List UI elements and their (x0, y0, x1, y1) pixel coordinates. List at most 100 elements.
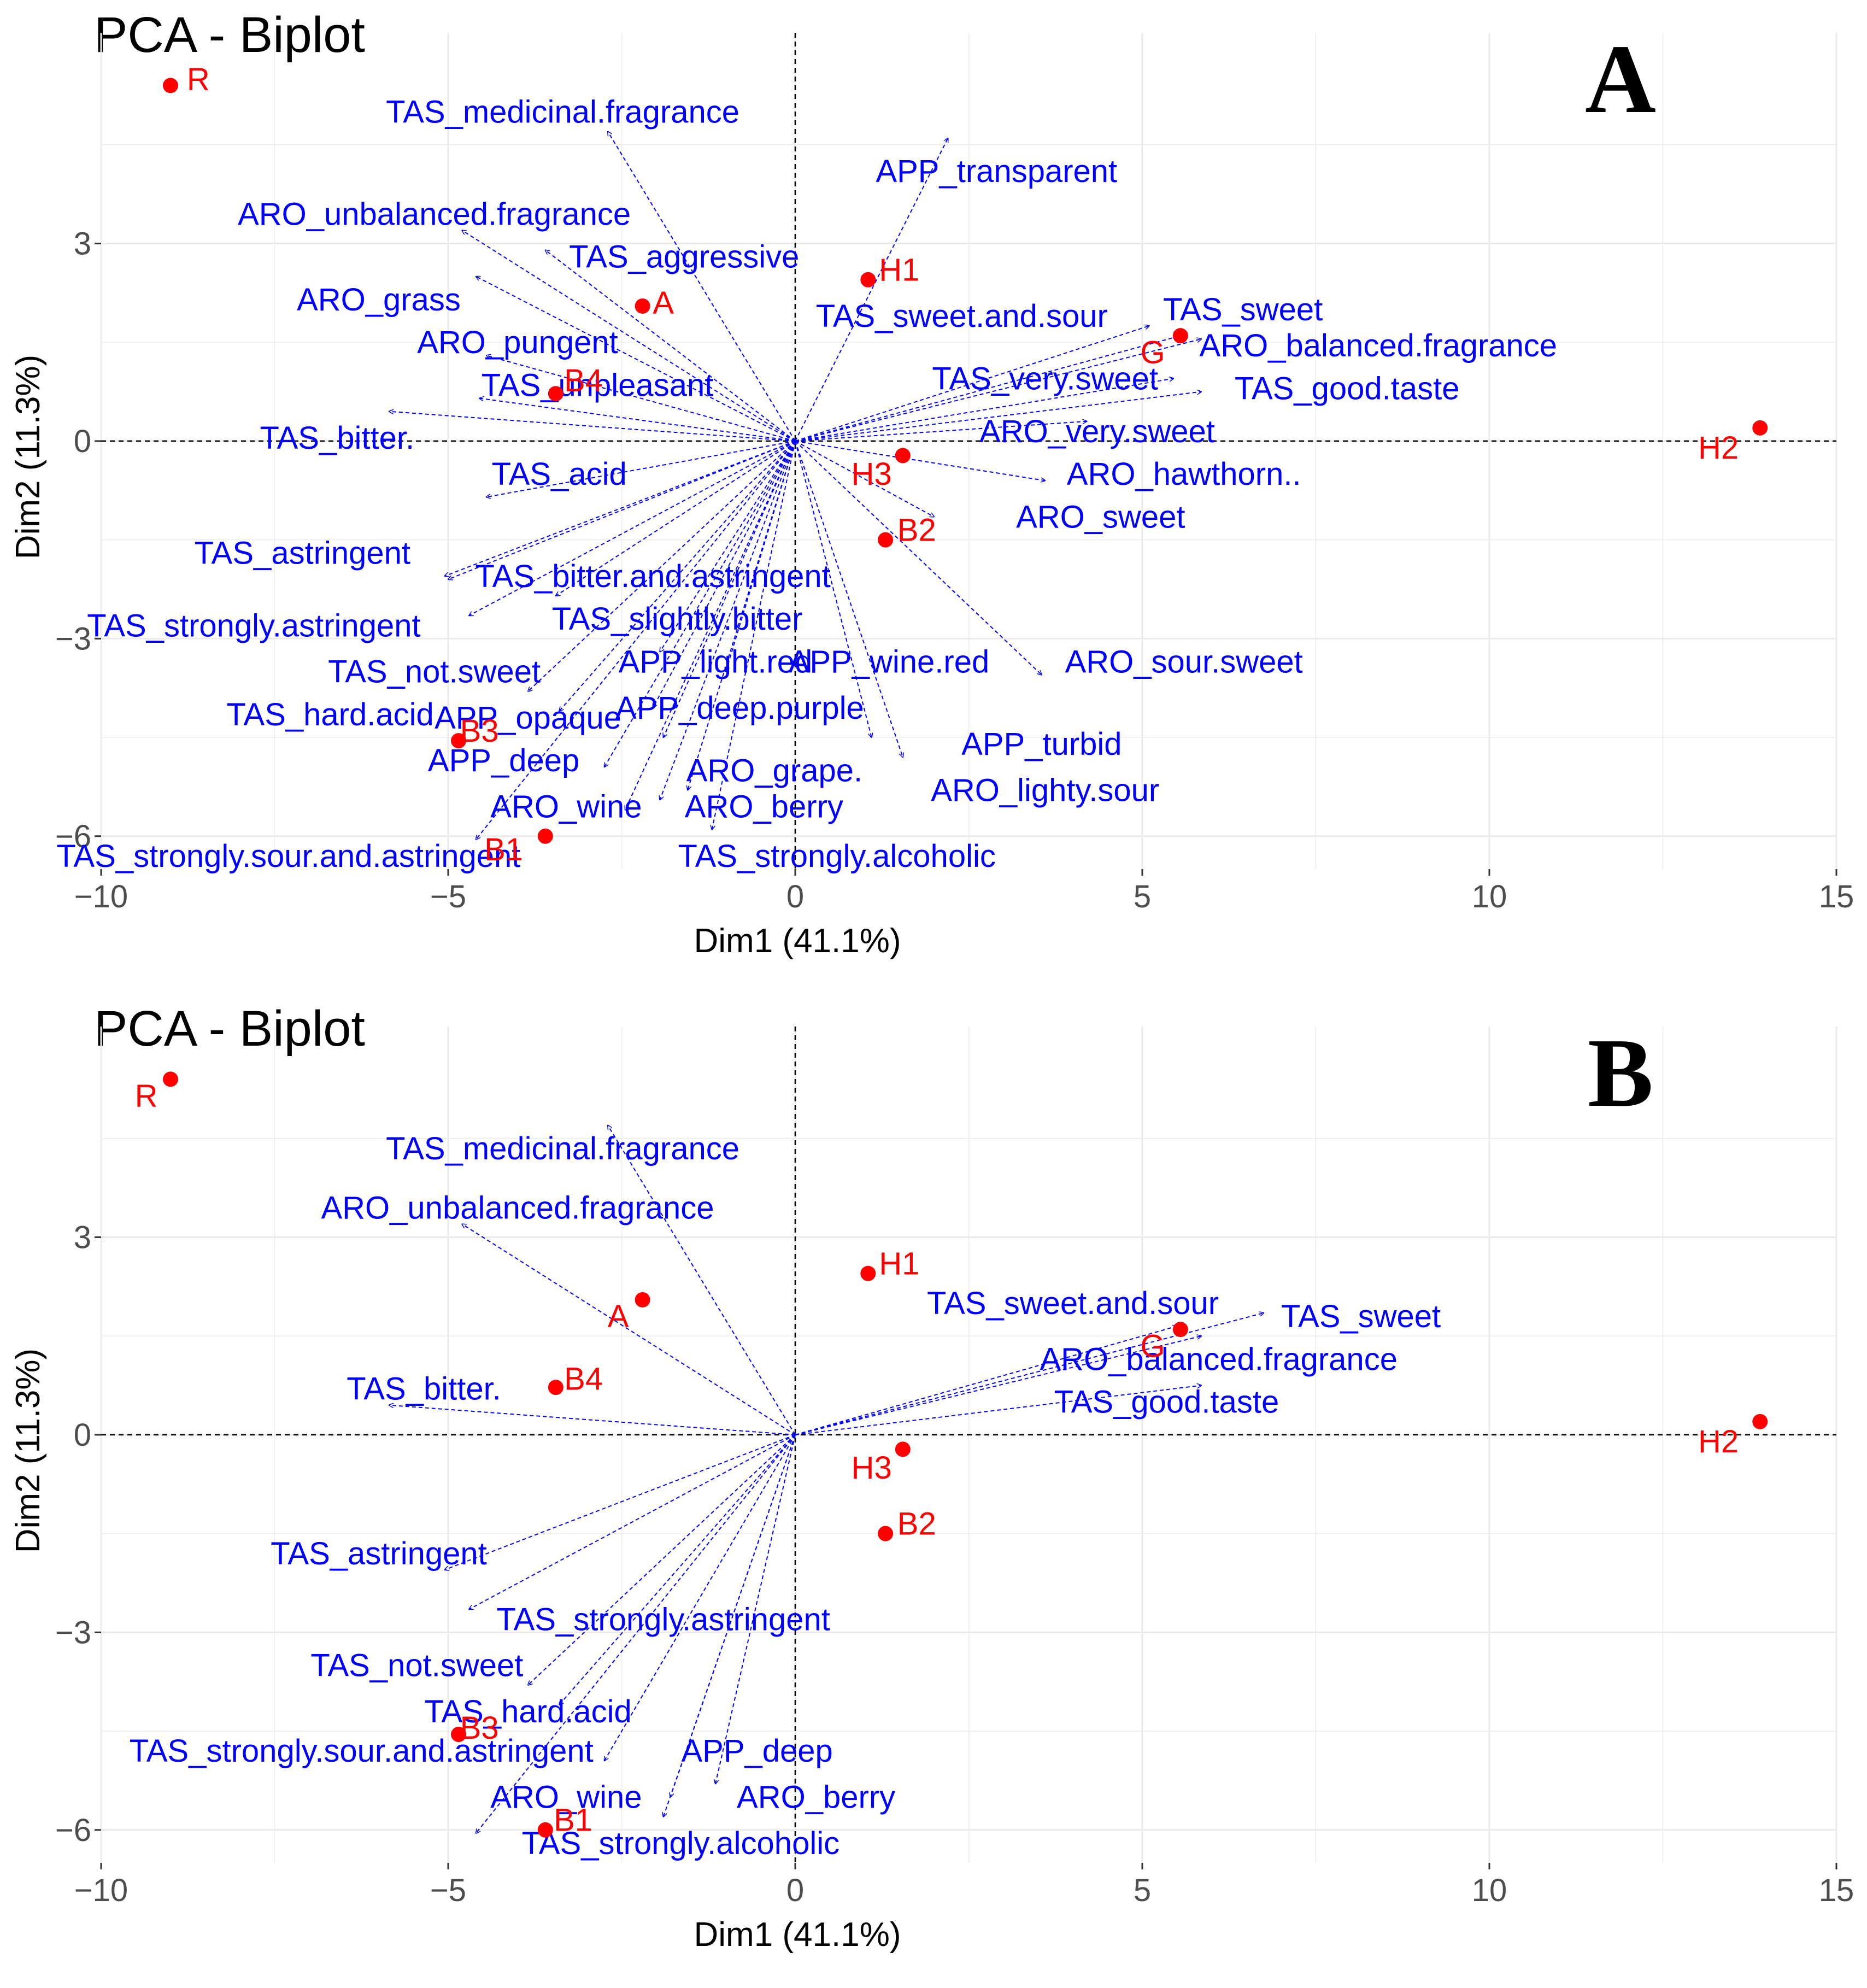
arrow-tas-good-taste (795, 392, 1201, 442)
variable-label-aro-hawthorn: ARO_hawthorn.. (1067, 456, 1301, 492)
arrow-app-turbid (795, 441, 872, 737)
variable-label-tas-medicinal-fragrance: TAS_medicinal.fragrance (386, 95, 739, 130)
variable-label-aro-sour-sweet: ARO_sour.sweet (1065, 644, 1303, 680)
point-b4 (548, 1380, 563, 1395)
variable-label-aro-balanced-fragrance: ARO_balanced.fragrance (1200, 328, 1558, 363)
plot-grid (100, 1027, 1837, 1863)
variable-label-aro-lighty-sour: ARO_lighty.sour (931, 772, 1159, 808)
variable-label-app-turbid: APP_turbid (961, 726, 1122, 762)
arrow-aro-berry (660, 441, 796, 800)
point-b3 (451, 1727, 467, 1743)
arrow-app-opaque (653, 441, 796, 708)
y-tick-label: 0 (74, 424, 91, 459)
variable-label-aro-pungent: ARO_pungent (417, 325, 618, 360)
variable-label-tas-sweet-and-sour: TAS_sweet.and.sour (927, 1286, 1219, 1321)
variable-label-tas-not-sweet: TAS_not.sweet (328, 654, 541, 690)
x-axis-label: Dim1 (41.1%) (694, 922, 901, 960)
variable-labels: TAS_medicinal.fragrance APP_transparent AR… (56, 95, 1557, 874)
y-tick-label: 3 (74, 226, 91, 262)
variable-label-tas-slightly-bitter: TAS_slightly.bitter (552, 601, 803, 637)
point-label-a: A (608, 1299, 629, 1334)
x-tick-label: −10 (74, 1873, 128, 1908)
variable-label-tas-strongly-astringent: TAS_strongly.astringent (87, 608, 420, 643)
variable-label-app-transparent: APP_transparent (876, 154, 1117, 189)
variable-label-tas-strongly-sour-and-astringent: TAS_strongly.sour.and.astringent (130, 1733, 594, 1769)
variable-label-app-deep: APP_deep (428, 743, 579, 778)
point-a (635, 298, 650, 314)
point-h2 (1752, 420, 1768, 436)
point-b3 (451, 733, 467, 749)
arrow-app-deep (604, 1434, 796, 1761)
variable-label-tas-bitter: TAS_bitter. (347, 1371, 501, 1407)
arrow-tas-not-sweet (528, 441, 796, 691)
point-label-h3: H3 (852, 1450, 892, 1486)
arrow-aro-pungent (486, 355, 796, 442)
arrow-tas-strongly-astringent (469, 441, 796, 615)
chart-title: PCA - Biplot (94, 7, 365, 63)
variable-label-tas-strongly-astringent: TAS_strongly.astringent (497, 1602, 830, 1637)
point-label-g: G (1140, 335, 1165, 370)
variable-label-tas-sweet-and-sour: TAS_sweet.and.sour (816, 298, 1108, 334)
x-tick-label: −5 (430, 1873, 466, 1908)
arrow-tas-strongly-alcoholic (664, 1434, 796, 1817)
arrow-aro-sour-sweet (795, 441, 1042, 675)
point-h2 (1752, 1414, 1768, 1429)
arrow-tas-slightly-bitter (556, 441, 796, 596)
point-b1 (537, 828, 553, 844)
variable-label-tas-good-taste: TAS_good.taste (1054, 1385, 1279, 1420)
variable-label-tas-acid: TAS_acid (492, 456, 627, 492)
point-label-b1: B1 (554, 1803, 592, 1838)
arrow-aro-berry (715, 1434, 796, 1784)
point-b4 (548, 386, 563, 402)
x-tick-label: 5 (1134, 1873, 1151, 1908)
variable-label-tas-astringent: TAS_astringent (195, 536, 410, 571)
variable-label-aro-sweet: ARO_sweet (1016, 499, 1185, 535)
x-tick-label: 10 (1472, 879, 1507, 914)
variable-label-tas-hard-acid: TAS_hard.acid (226, 697, 433, 732)
x-tick-label: 10 (1472, 1873, 1507, 1908)
variable-label-tas-good-taste: TAS_good.taste (1235, 371, 1460, 407)
variable-label-tas-bitter: TAS_bitter. (260, 420, 414, 456)
point-r (163, 78, 178, 93)
variable-label-aro-grass: ARO_grass (297, 282, 461, 318)
variable-label-tas-medicinal-fragrance: TAS_medicinal.fragrance (386, 1131, 739, 1166)
variable-label-aro-unbalanced-fragrance: ARO_unbalanced.fragrance (238, 196, 631, 232)
arrow-tas-medicinal-fragrance (608, 132, 796, 442)
point-h1 (860, 272, 876, 288)
arrow-tas-strongly-astringent (469, 1434, 796, 1609)
variable-label-aro-wine: ARO_wine (490, 789, 642, 825)
arrow-aro-unbalanced-fragrance (462, 230, 796, 442)
arrow-tas-unpleasant (479, 398, 796, 442)
point-label-b2: B2 (897, 513, 936, 548)
point-label-b3: B3 (460, 713, 499, 749)
x-tick-label: 5 (1134, 879, 1151, 914)
arrow-tas-sweet-and-sour (795, 1326, 1177, 1435)
variable-label-tas-astringent: TAS_astringent (271, 1536, 486, 1571)
panel-label: A (1585, 25, 1656, 133)
point-a (635, 1292, 650, 1307)
variable-label-tas-bitter-and-astringent: TAS_bitter.and.astringent (475, 559, 831, 594)
x-tick-label: −5 (430, 879, 466, 914)
point-label-h2: H2 (1698, 430, 1739, 466)
point-h3 (895, 1441, 911, 1457)
point-label-b4: B4 (564, 1362, 603, 1397)
variable-label-app-opaque: APP_opaque (435, 700, 621, 736)
arrow-aro-balanced-fragrance (795, 1336, 1201, 1435)
point-g (1172, 1322, 1188, 1338)
point-h1 (860, 1265, 876, 1281)
x-tick-label: 0 (786, 1873, 804, 1908)
variable-label-tas-hard-acid: TAS_hard.acid (424, 1694, 631, 1729)
arrow-app-transparent (795, 138, 948, 442)
variable-label-aro-grape: ARO_grape. (686, 753, 862, 788)
variable-label-aro-unbalanced-fragrance: ARO_unbalanced.fragrance (321, 1190, 714, 1225)
variable-label-tas-aggressive: TAS_aggressive (569, 239, 799, 275)
arrow-aro-very-sweet (795, 421, 1087, 442)
arrow-aro-wine (625, 441, 796, 810)
variable-label-aro-very-sweet: ARO_very.sweet (979, 414, 1215, 449)
variable-label-tas-strongly-alcoholic: TAS_strongly.alcoholic (678, 838, 996, 874)
point-label-b4: B4 (564, 363, 603, 398)
variable-label-tas-sweet: TAS_sweet (1281, 1299, 1441, 1334)
arrow-app-light-red (660, 441, 796, 652)
